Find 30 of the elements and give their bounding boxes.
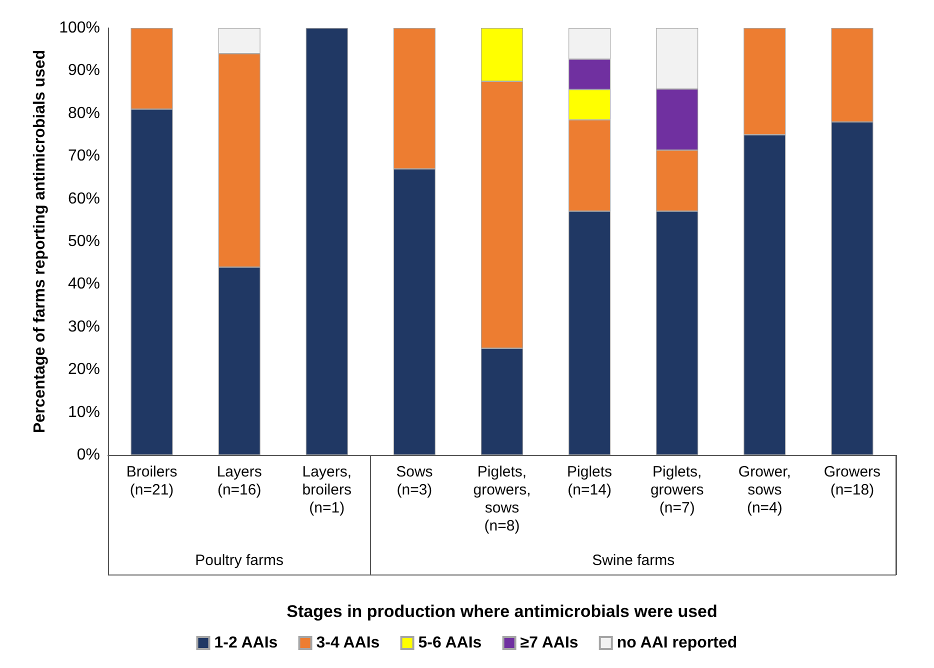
y-tick-label: 60% xyxy=(68,190,100,208)
y-tick-label: 20% xyxy=(68,361,100,378)
x-tick-label: Layers (n=16) xyxy=(216,464,262,498)
y-tick-label: 50% xyxy=(68,233,100,250)
x-tick-label: Layers, broilers (n=1) xyxy=(302,464,352,516)
y-tick-label: 80% xyxy=(68,104,100,122)
text: Swine farms xyxy=(592,552,675,569)
x-tick-label: Piglets, growers (n=7) xyxy=(650,464,704,516)
x-tick-label: Growers (n=18) xyxy=(824,464,881,498)
y-tick-label: 70% xyxy=(68,148,100,165)
text: Poultry farms xyxy=(195,552,284,569)
x-tick-label: Piglets, growers, sows (n=8) xyxy=(473,464,531,534)
y-tick-label: 100% xyxy=(59,20,100,36)
legend-label: 5-6 AAIs xyxy=(418,634,482,652)
y-tick-label: 0% xyxy=(76,446,100,464)
x-tick-label: Grower, sows (n=4) xyxy=(738,464,791,516)
legend-label: ≥7 AAIs xyxy=(520,634,578,652)
x-axis-title: Stages in production where antimicrobials were used xyxy=(286,602,718,621)
x-tick-label: Broilers (n=21) xyxy=(126,464,178,498)
legend-label: no AAI reported xyxy=(616,634,738,652)
x-tick-label: Sows (n=3) xyxy=(396,464,433,498)
y-tick-label: 90% xyxy=(68,62,100,80)
y-tick-label: 40% xyxy=(68,276,100,293)
x-tick-label: Piglets (n=14) xyxy=(567,464,612,498)
legend-label: 1-2 AAIs xyxy=(214,634,278,652)
y-tick-label: 10% xyxy=(68,404,100,421)
bar xyxy=(306,28,348,455)
y-axis-title: Percentage of farms reporting antimicrobials used xyxy=(32,50,49,434)
legend-label: 3-4 AAIs xyxy=(316,634,380,652)
y-tick-label: 30% xyxy=(68,318,100,336)
